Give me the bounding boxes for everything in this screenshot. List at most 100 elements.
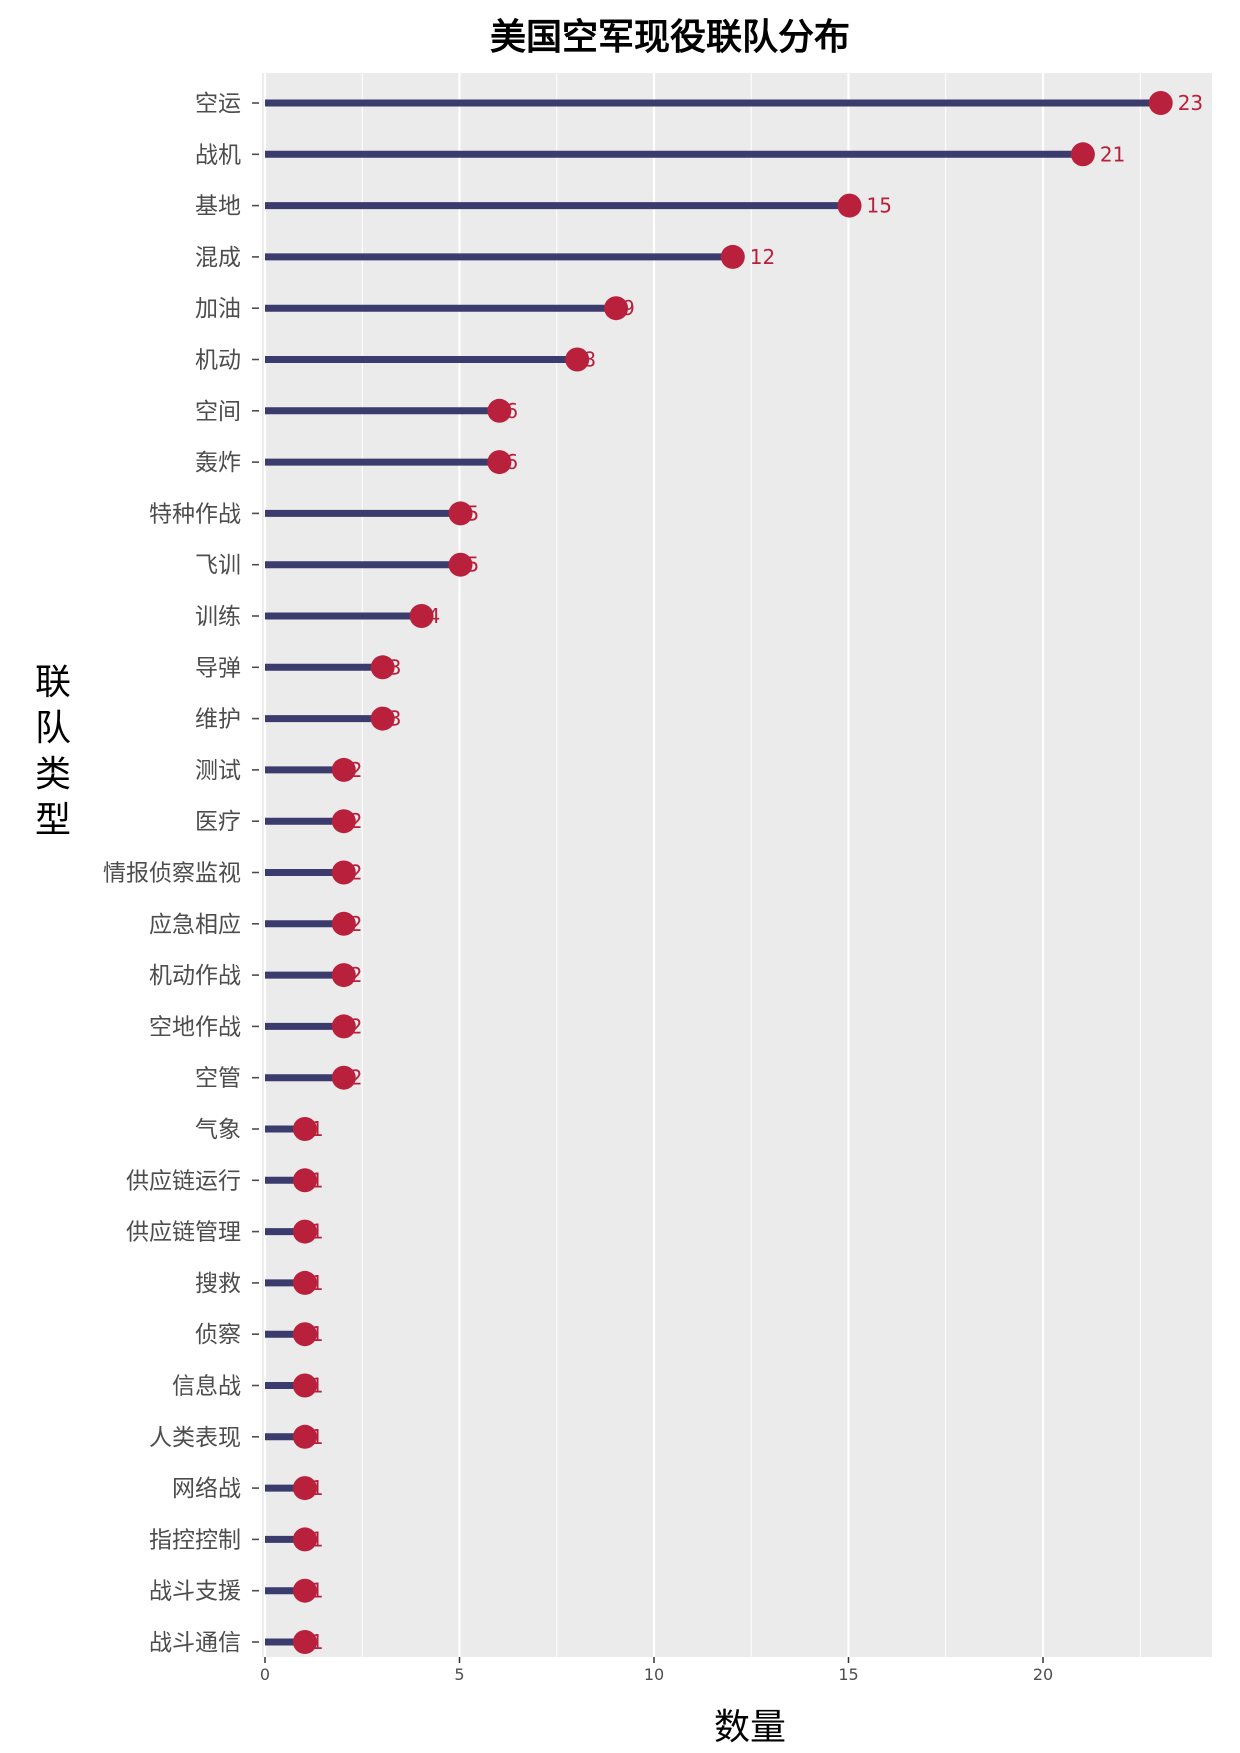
lollipop-point [331,757,356,782]
y-tick-label: 情报侦察监视 [103,861,241,887]
y-tick-label: 供应链运行 [126,1168,241,1194]
lollipop-point [604,296,629,321]
y-tick-label: 测试 [195,758,241,784]
lollipop-point [292,1219,317,1244]
data-label: 1 [311,1168,324,1192]
lollipop-point [292,1117,317,1141]
y-tick-label: 供应链管理 [126,1220,241,1246]
lollipop-point [565,347,590,372]
data-label: 1 [311,1527,324,1551]
y-tick-label: 空运 [195,91,241,117]
y-tick-label: 战斗通信 [149,1630,241,1656]
lollipop-point [448,501,473,526]
data-label: 3 [389,655,402,679]
x-axis-label: 数量 [713,1707,786,1748]
plot-panel [262,73,1212,1657]
lollipop-point [292,1424,317,1449]
data-label: 3 [389,707,402,731]
data-label: 1 [311,1630,324,1654]
y-tick-label: 指控控制 [149,1527,241,1553]
data-label: 2 [350,1066,363,1090]
data-label: 15 [867,194,892,218]
lollipop-point [370,655,395,680]
data-label: 2 [350,912,363,936]
y-tick-label: 战斗支援 [149,1579,241,1605]
data-label: 21 [1100,142,1125,166]
data-label: 2 [350,861,363,885]
data-label: 2 [350,1014,363,1038]
y-tick-label: 特种作战 [149,501,241,527]
data-label: 23 [1178,91,1203,115]
lollipop-point [487,450,512,475]
y-tick-label: 轰炸 [195,450,241,476]
lollipop-point [487,398,512,423]
lollipop-point [292,1322,317,1347]
y-tick-label: 侦察 [195,1322,241,1348]
data-label: 6 [505,450,518,474]
y-tick-label: 导弹 [195,655,241,681]
data-label: 5 [467,501,480,525]
data-label: 4 [428,604,441,628]
y-tick-label: 医疗 [195,809,241,835]
lollipop-point [720,244,745,269]
lollipop-point [1070,142,1095,167]
lollipop-point [1148,91,1173,115]
data-label: 12 [750,245,775,269]
data-label: 1 [311,1220,324,1244]
data-label: 1 [311,1322,324,1346]
x-tick-label: 20 [1033,1665,1053,1684]
y-axis-label: 联 队 类 型 [34,662,71,841]
x-tick-label: 5 [454,1665,464,1684]
x-tick-label: 15 [838,1665,858,1684]
lollipop-point [292,1527,317,1552]
data-label: 8 [583,348,596,372]
y-tick-label: 训练 [195,604,241,630]
y-tick-label: 信息战 [172,1374,241,1400]
lollipop-point [292,1578,317,1603]
lollipop-point [370,706,395,731]
lollipop-point [409,604,434,628]
y-tick-label: 空管 [195,1066,241,1092]
y-tick-label: 网络战 [172,1476,241,1502]
chart-title: 美国空军现役联队分布 [489,16,850,58]
data-label: 2 [350,963,363,987]
data-label: 1 [311,1374,324,1398]
lollipop-point [448,552,473,577]
lollipop-point [292,1373,317,1398]
lollipop-point [837,193,862,218]
lollipop-point [292,1168,317,1193]
y-tick-label: 空间 [195,399,241,425]
y-tick-label: 加油 [195,296,241,322]
y-tick-label: 气象 [195,1117,241,1143]
y-tick-label: 飞训 [195,553,241,579]
y-tick-label: 维护 [195,707,241,733]
x-tick-label: 0 [260,1665,270,1684]
y-tick-label: 混成 [195,245,241,271]
data-label: 5 [467,553,480,577]
lollipop-point [331,809,356,834]
x-tick-label: 10 [644,1665,664,1684]
data-label: 1 [311,1425,324,1449]
y-tick-label: 应急相应 [149,912,241,938]
data-label: 1 [311,1117,324,1141]
data-label: 1 [311,1271,324,1295]
data-label: 2 [350,758,363,782]
lollipop-point [331,1065,356,1090]
y-tick-label: 基地 [195,194,241,220]
data-label: 6 [505,399,518,423]
data-label: 1 [311,1476,324,1500]
y-tick-label: 人类表现 [149,1425,241,1451]
y-tick-label: 战机 [195,142,241,168]
lollipop-point [292,1476,317,1501]
lollipop-point [331,1014,356,1039]
lollipop-point [331,860,356,885]
y-tick-label: 搜救 [195,1271,241,1297]
lollipop-point [331,911,356,936]
data-label: 1 [311,1579,324,1603]
data-label: 9 [622,296,635,320]
y-tick-label: 机动 [195,348,241,374]
data-label: 2 [350,809,363,833]
lollipop-point [331,963,356,988]
y-tick-label: 空地作战 [149,1014,241,1040]
